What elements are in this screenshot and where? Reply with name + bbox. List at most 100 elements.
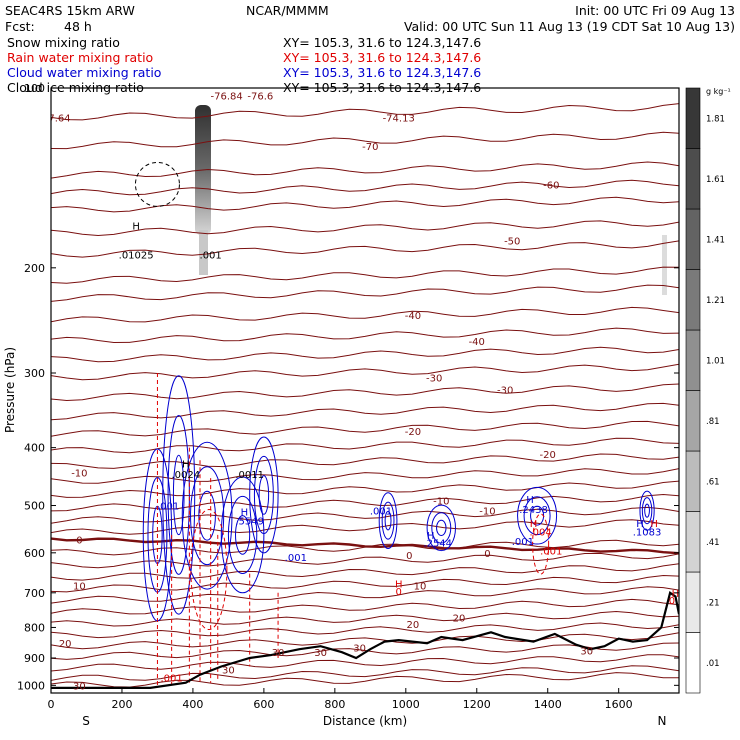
mixing-ratio-label: H: [672, 589, 680, 600]
isotherm-label: -40: [405, 311, 421, 322]
cloud-water-contour: [378, 492, 398, 549]
x-tick-label: 600: [253, 698, 274, 711]
cloud-water-contour: [227, 495, 258, 575]
x-tick-label: 800: [324, 698, 345, 711]
cloud-water-contour: [190, 466, 225, 566]
y-tick-label: 1000: [17, 679, 45, 692]
y-tick-label: 600: [24, 547, 45, 560]
mixing-ratio-label: .001: [285, 553, 307, 564]
cloud-water-contour: [641, 497, 653, 525]
mixing-ratio-label: H: [182, 459, 190, 470]
mixing-ratio-label: .01025: [119, 251, 154, 262]
isotherm-line: [51, 402, 679, 421]
x-tick-label: 1600: [605, 698, 633, 711]
mixing-ratio-label: 0: [669, 596, 675, 607]
mixing-ratio-label: H: [636, 519, 644, 530]
x-tick-label: 0: [48, 698, 55, 711]
colorbar-label: .01: [706, 659, 720, 669]
mixing-ratio-label: .1083: [633, 528, 662, 539]
isotherm-line: [51, 598, 679, 615]
y-tick-label: 400: [24, 442, 45, 455]
mixing-ratio-label: .001: [157, 502, 179, 513]
isotherm-label: 30: [580, 647, 593, 658]
isotherm-line: [51, 563, 679, 581]
mixing-ratio-label: H: [395, 579, 403, 590]
isotherm-label: -77.64: [38, 113, 70, 124]
isotherm-label: 20: [59, 639, 72, 650]
isotherm-label: -20: [18, 413, 34, 424]
y-tick-label: 800: [24, 621, 45, 634]
colorbar-swatch: [685, 329, 701, 391]
cloud-water-contour: [384, 510, 392, 531]
mixing-ratio-label: H: [427, 531, 435, 542]
cloud-water-contour: [249, 436, 279, 554]
isotherm-label: -40: [469, 337, 485, 348]
field-name-cloud-water: Cloud water mixing ratio: [7, 65, 161, 80]
isotherm-line: [51, 493, 679, 512]
mixing-ratio-label: .001: [160, 673, 182, 684]
mixing-ratio-label: .0024: [172, 470, 201, 481]
snow-shading-column-lower: [199, 230, 208, 275]
x-tick-label: 1200: [463, 698, 491, 711]
isotherm-line: [51, 480, 679, 498]
isotherm-label: 30: [222, 665, 235, 676]
mixing-ratio-label: H: [650, 519, 658, 530]
y-tick-label: 500: [24, 500, 45, 513]
colorbar-swatch: [685, 390, 701, 452]
y-tick-label: 200: [24, 262, 45, 275]
cloud-water-contour: [381, 501, 395, 540]
cloud-water-contour: [644, 503, 650, 518]
y-tick-label: 700: [24, 587, 45, 600]
mixing-ratio-label: .001: [370, 507, 392, 518]
isotherm-label: -20: [405, 427, 421, 438]
colorbar-label: 1.61: [706, 175, 725, 185]
isotherm-line: [51, 654, 679, 672]
x-tick-label: 400: [182, 698, 203, 711]
isotherm-label: 0: [406, 551, 412, 562]
isotherm-label: 0: [76, 536, 82, 547]
colorbar-label: .81: [706, 417, 720, 427]
cloud-water-contour: [426, 504, 456, 552]
colorbar-label: 1.01: [706, 356, 725, 366]
colorbar-unit: g kg⁻¹: [706, 87, 731, 96]
isotherm-line: [51, 506, 679, 524]
cloud-water-contour: [436, 519, 447, 536]
isotherm-label: -10: [479, 507, 495, 518]
plot-frame: [50, 87, 680, 694]
y-tick-label: 300: [24, 367, 45, 380]
mixing-ratio-label: .2544: [423, 539, 452, 550]
colorbar-label: .61: [706, 477, 720, 487]
x-tick-label: 200: [111, 698, 132, 711]
field-name-rain: Rain water mixing ratio: [7, 50, 153, 65]
cloud-water-contour: [172, 454, 185, 536]
isotherm-line: [51, 672, 679, 688]
isotherm-line: [51, 610, 679, 627]
colorbar-swatch: [685, 632, 701, 694]
cloud-water-contour: [639, 490, 655, 531]
isotherm-label: -74.13: [383, 113, 415, 124]
colorbar-label: 1.21: [706, 296, 725, 306]
colorbar-label: 1.81: [706, 114, 725, 124]
isotherm-label: -60: [543, 180, 559, 191]
isotherm-label: -30: [426, 373, 442, 384]
y-axis-label: Pressure (hPa): [3, 347, 17, 433]
field-name-snow: Snow mixing ratio: [7, 35, 120, 50]
cloud-water-contour: [234, 515, 251, 555]
cloud-water-contour: [198, 490, 216, 541]
snow-shading-right: [662, 235, 667, 295]
isotherm-line: [51, 437, 679, 454]
isotherm-line: [51, 632, 679, 650]
cloud-water-contour: [253, 455, 274, 535]
isotherm-line: [51, 240, 679, 258]
y-tick-label: 900: [24, 652, 45, 665]
cloud-water-contour: [431, 512, 452, 544]
y-tick-label: 100: [24, 82, 45, 95]
colorbar-swatch: [685, 208, 701, 270]
colorbar-swatch: [685, 87, 701, 149]
isotherm-label: -20: [540, 450, 556, 461]
x-tick-label: 1000: [392, 698, 420, 711]
isotherm-line: [51, 179, 679, 196]
colorbar-swatch: [685, 571, 701, 633]
isotherm-label: 30: [314, 648, 327, 659]
